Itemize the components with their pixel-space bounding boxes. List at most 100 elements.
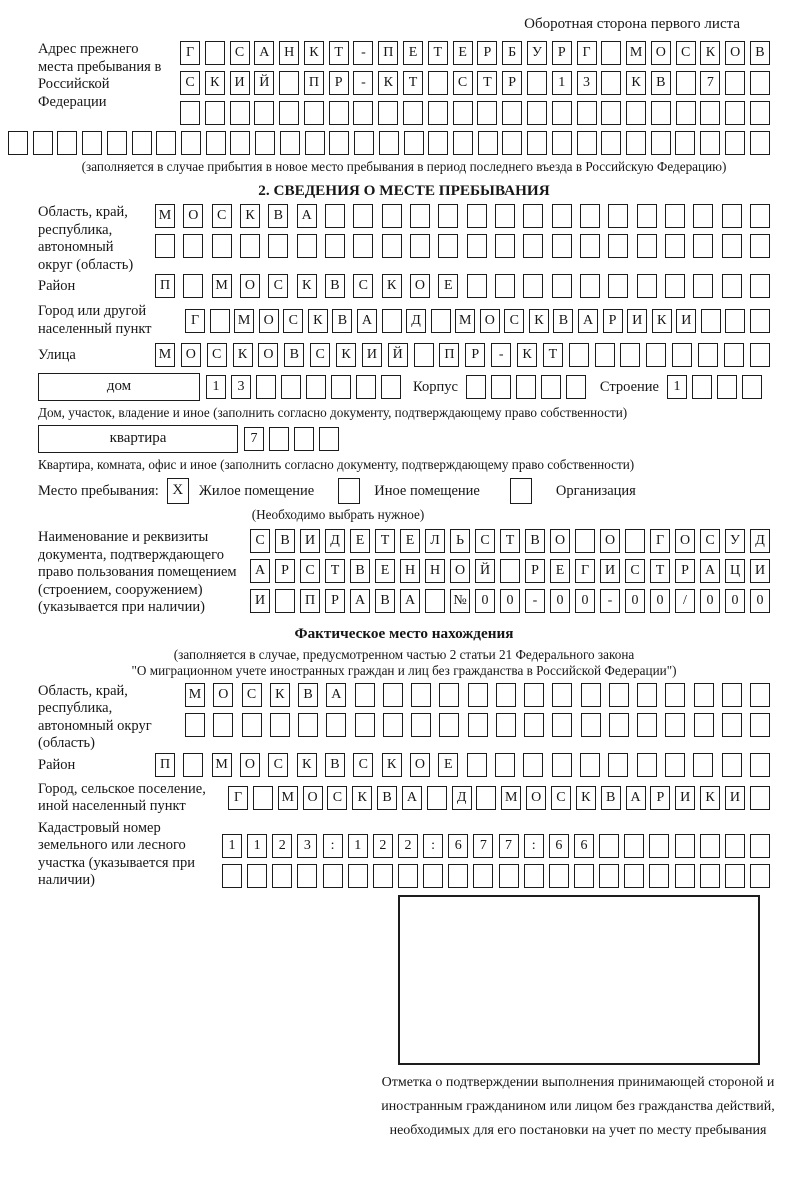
char-cell[interactable]: 7 bbox=[498, 833, 519, 858]
char-cell[interactable] bbox=[526, 71, 547, 95]
char-cell[interactable]: Р bbox=[325, 589, 345, 613]
char-cell[interactable] bbox=[637, 682, 657, 707]
char-cell[interactable]: О bbox=[258, 343, 279, 367]
char-cell[interactable] bbox=[397, 863, 418, 888]
char-cell[interactable]: 1 bbox=[347, 833, 368, 858]
char-cell[interactable]: М bbox=[185, 682, 205, 707]
char-cell[interactable]: В bbox=[600, 786, 621, 810]
char-cell[interactable] bbox=[551, 274, 572, 298]
char-cell[interactable]: М bbox=[455, 308, 476, 333]
char-cell[interactable] bbox=[551, 131, 572, 155]
char-cell[interactable]: И bbox=[600, 559, 620, 583]
char-cell[interactable] bbox=[650, 101, 671, 125]
char-cell[interactable] bbox=[331, 375, 351, 399]
char-cell[interactable]: Е bbox=[550, 559, 570, 583]
char-cell[interactable]: М bbox=[234, 308, 255, 333]
char-cell[interactable] bbox=[665, 682, 686, 707]
char-cell[interactable]: С bbox=[452, 71, 473, 95]
char-cell[interactable]: Ь bbox=[450, 529, 470, 553]
char-cell[interactable] bbox=[353, 234, 374, 258]
char-cell[interactable] bbox=[699, 863, 720, 888]
char-cell[interactable] bbox=[664, 234, 685, 258]
char-cell[interactable] bbox=[693, 274, 714, 298]
char-cell[interactable] bbox=[568, 343, 589, 367]
char-cell[interactable] bbox=[698, 343, 719, 367]
char-cell[interactable]: С bbox=[310, 343, 331, 367]
char-cell[interactable]: 7 bbox=[473, 833, 494, 858]
char-cell[interactable] bbox=[382, 712, 403, 737]
char-cell[interactable] bbox=[490, 375, 511, 399]
char-cell[interactable]: С bbox=[283, 308, 304, 333]
char-cell[interactable]: М bbox=[501, 786, 522, 810]
char-cell[interactable]: И bbox=[724, 786, 745, 810]
char-cell[interactable] bbox=[551, 204, 572, 228]
char-cell[interactable]: М bbox=[155, 204, 175, 228]
char-cell[interactable]: С bbox=[229, 41, 250, 65]
char-cell[interactable] bbox=[749, 786, 770, 810]
char-cell[interactable] bbox=[649, 833, 670, 858]
char-cell[interactable] bbox=[356, 375, 376, 399]
char-cell[interactable]: Р bbox=[502, 71, 523, 95]
char-cell[interactable]: Р bbox=[650, 786, 671, 810]
char-cell[interactable]: О bbox=[450, 559, 470, 583]
char-cell[interactable]: М bbox=[626, 41, 647, 65]
char-cell[interactable]: А bbox=[625, 786, 646, 810]
char-cell[interactable]: К bbox=[303, 41, 324, 65]
char-cell[interactable]: Т bbox=[403, 71, 424, 95]
char-cell[interactable]: С bbox=[625, 559, 645, 583]
char-cell[interactable] bbox=[636, 274, 657, 298]
char-cell[interactable] bbox=[608, 234, 629, 258]
char-cell[interactable] bbox=[502, 131, 523, 155]
char-cell[interactable] bbox=[664, 274, 685, 298]
char-cell[interactable] bbox=[620, 343, 641, 367]
char-cell[interactable]: В bbox=[525, 529, 545, 553]
char-cell[interactable]: С bbox=[327, 786, 348, 810]
char-cell[interactable] bbox=[322, 863, 343, 888]
char-cell[interactable] bbox=[693, 204, 714, 228]
char-cell[interactable]: : bbox=[423, 833, 444, 858]
char-cell[interactable]: - bbox=[353, 71, 374, 95]
char-cell[interactable] bbox=[495, 712, 516, 737]
char-cell[interactable] bbox=[275, 589, 295, 613]
char-cell[interactable]: 0 bbox=[700, 589, 720, 613]
char-cell[interactable] bbox=[452, 131, 473, 155]
char-cell[interactable]: Т bbox=[477, 71, 498, 95]
char-cell[interactable]: Й bbox=[387, 343, 408, 367]
char-cell[interactable]: К bbox=[528, 308, 549, 333]
char-cell[interactable]: 0 bbox=[650, 589, 670, 613]
char-cell[interactable]: Е bbox=[403, 41, 424, 65]
char-cell[interactable] bbox=[452, 101, 473, 125]
char-cell[interactable]: 1 bbox=[666, 375, 687, 399]
char-cell[interactable]: С bbox=[206, 343, 227, 367]
char-cell[interactable] bbox=[269, 712, 290, 737]
char-cell[interactable]: В bbox=[298, 682, 318, 707]
char-cell[interactable] bbox=[725, 101, 746, 125]
char-cell[interactable]: С bbox=[268, 274, 289, 298]
char-cell[interactable] bbox=[304, 131, 325, 155]
char-cell[interactable] bbox=[247, 863, 268, 888]
char-cell[interactable]: И bbox=[676, 308, 697, 333]
char-cell[interactable] bbox=[637, 712, 657, 737]
char-cell[interactable]: - bbox=[525, 589, 545, 613]
char-cell[interactable] bbox=[575, 529, 595, 553]
char-cell[interactable] bbox=[205, 131, 226, 155]
char-cell[interactable]: : bbox=[523, 833, 544, 858]
char-cell[interactable] bbox=[326, 712, 347, 737]
char-cell[interactable] bbox=[721, 204, 742, 228]
char-cell[interactable]: К bbox=[269, 682, 290, 707]
char-cell[interactable] bbox=[465, 375, 486, 399]
char-cell[interactable]: А bbox=[350, 589, 370, 613]
char-cell[interactable] bbox=[32, 131, 53, 155]
char-cell[interactable]: Р bbox=[602, 308, 623, 333]
char-cell[interactable]: 2 bbox=[397, 833, 418, 858]
char-cell[interactable] bbox=[579, 274, 600, 298]
char-cell[interactable] bbox=[268, 234, 289, 258]
char-cell[interactable]: - bbox=[600, 589, 620, 613]
char-cell[interactable]: А bbox=[356, 308, 377, 333]
char-cell[interactable] bbox=[381, 204, 402, 228]
char-cell[interactable] bbox=[636, 204, 657, 228]
char-cell[interactable] bbox=[721, 752, 742, 777]
char-cell[interactable]: К bbox=[296, 274, 317, 298]
char-cell[interactable]: М bbox=[277, 786, 298, 810]
char-cell[interactable] bbox=[211, 234, 232, 258]
